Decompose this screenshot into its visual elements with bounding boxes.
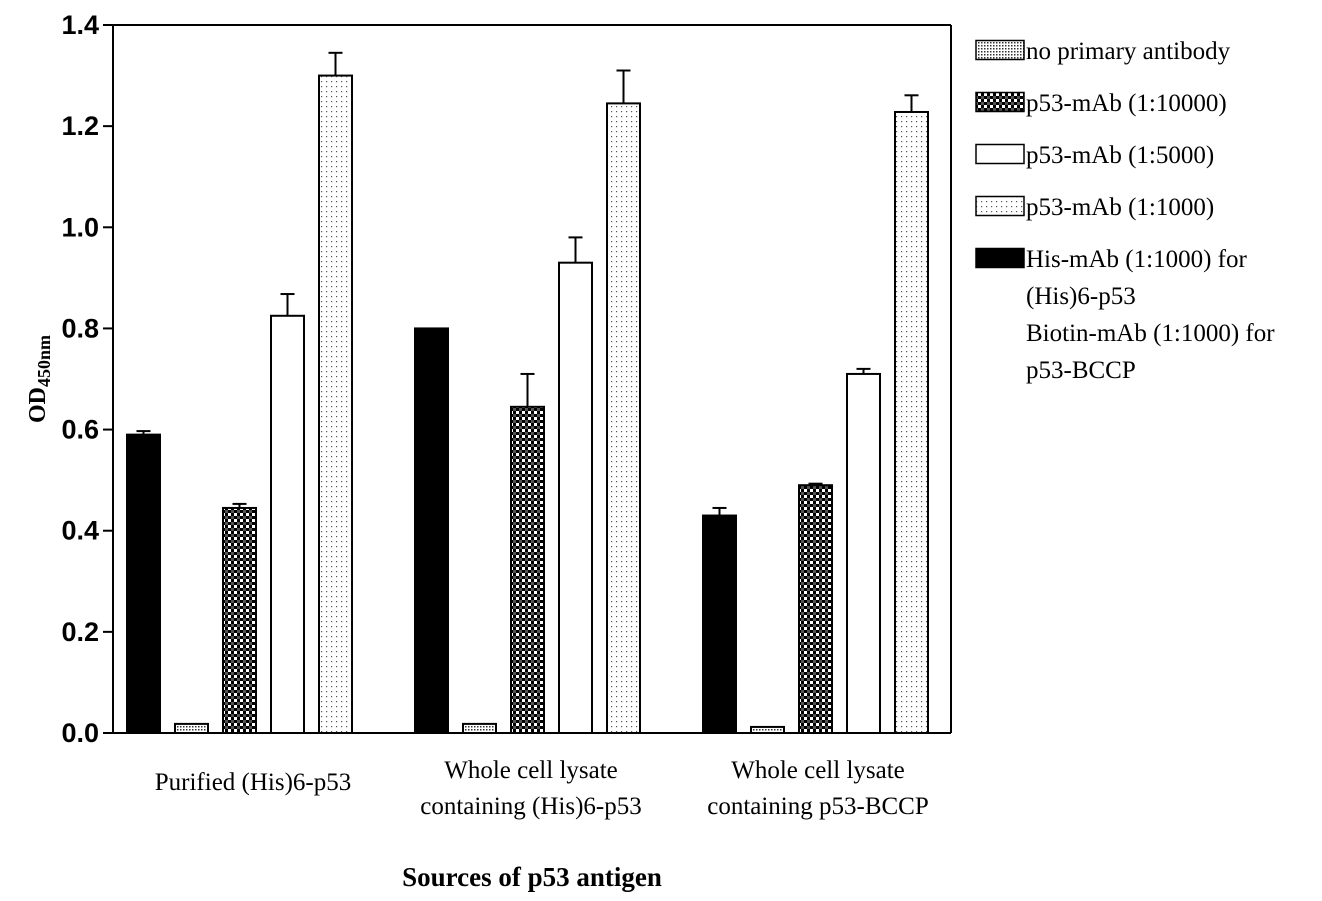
- legend-swatch: [975, 143, 1025, 165]
- bar: [462, 722, 497, 735]
- bar: [894, 110, 929, 735]
- bar: [174, 722, 209, 735]
- x-category-label: Purified (His)6-p53: [155, 769, 352, 796]
- x-category-label: containing (His)6-p53: [420, 793, 641, 820]
- legend-swatch: [975, 91, 1025, 113]
- legend-swatch: [975, 39, 1025, 61]
- y-tick-label: 1.4: [61, 10, 99, 40]
- legend-label: p53-mAb (1:5000): [1026, 142, 1214, 169]
- bar: [750, 725, 785, 735]
- legend-label: p53-mAb (1:1000): [1026, 194, 1214, 221]
- bar: [414, 327, 449, 734]
- bar: [510, 405, 545, 734]
- legend-label: p53-mAb (1:10000): [1026, 90, 1227, 117]
- bar: [318, 74, 353, 735]
- x-axis-title: Sources of p53 antigen: [402, 862, 662, 892]
- x-axis-category-labels: Purified (His)6-p53 Whole cell lysate cont…: [155, 757, 929, 820]
- x-category-label: Whole cell lysate: [444, 757, 618, 784]
- bar: [846, 372, 881, 734]
- bar: [606, 102, 641, 734]
- x-category-label: Whole cell lysate: [731, 757, 905, 784]
- y-tick-label: 1.0: [61, 212, 99, 242]
- bar: [558, 261, 593, 734]
- bars-layer: [126, 51, 929, 735]
- y-tick-label: 1.2: [61, 111, 99, 141]
- y-axis-title: OD450nm: [25, 335, 54, 423]
- legend-swatch: [975, 195, 1025, 217]
- y-tick-label: 0.4: [61, 516, 99, 546]
- x-category-label: containing p53-BCCP: [707, 793, 929, 820]
- y-tick-label: 0.2: [61, 617, 99, 647]
- legend-label: Biotin-mAb (1:1000) for: [1026, 320, 1275, 347]
- legend-swatch: [975, 247, 1025, 269]
- bar: [270, 314, 305, 734]
- bar: [222, 506, 257, 735]
- y-axis-ticks: 0.0 0.2 0.4 0.6 0.8 1.0 1.2 1.4: [61, 10, 113, 748]
- legend: no primary antibody p53-mAb (1:10000) p53-…: [975, 38, 1275, 384]
- legend-label: (His)6-p53: [1026, 283, 1136, 310]
- y-tick-label: 0.8: [61, 313, 99, 343]
- y-axis-title-subscript: 450nm: [34, 335, 54, 387]
- legend-label: no primary antibody: [1026, 38, 1231, 65]
- y-tick-label: 0.0: [61, 718, 99, 748]
- bar: [798, 484, 833, 735]
- bar: [126, 433, 161, 734]
- bar: [702, 514, 737, 734]
- legend-label: p53-BCCP: [1026, 357, 1136, 384]
- y-tick-label: 0.6: [61, 415, 99, 445]
- legend-label: His-mAb (1:1000) for: [1026, 246, 1247, 273]
